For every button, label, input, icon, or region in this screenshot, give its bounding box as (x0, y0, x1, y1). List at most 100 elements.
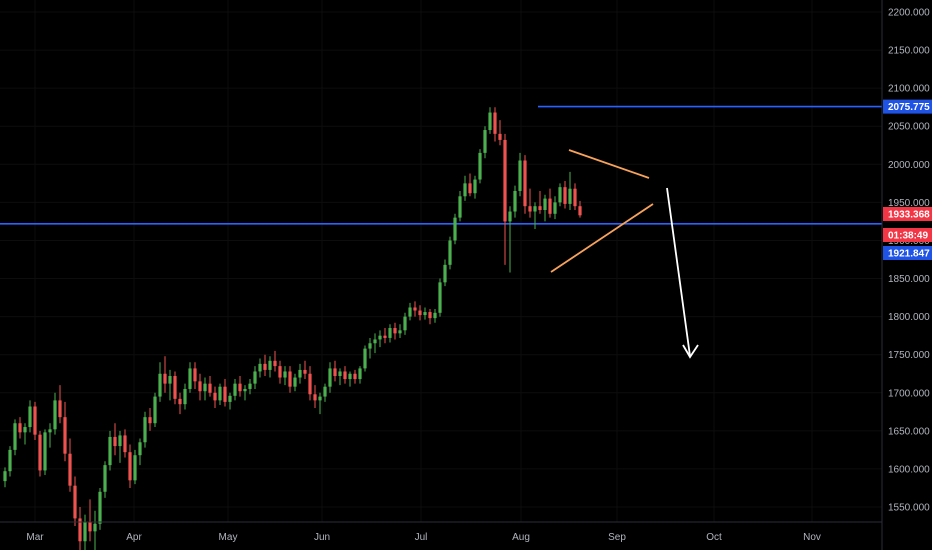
candle-body (183, 388, 187, 405)
candle-body (568, 188, 572, 204)
candle-body (163, 373, 167, 384)
current-price-tag: 1933.368 (888, 210, 930, 221)
candle-body (228, 395, 232, 402)
price-tick-label: 2200.000 (888, 8, 930, 19)
candle-body (148, 417, 152, 424)
chart-grid (0, 0, 882, 522)
candle-body (268, 360, 272, 370)
price-tick-label: 1650.000 (888, 426, 930, 437)
candle-body (468, 183, 472, 194)
candle-body (78, 518, 82, 542)
candle-body (73, 485, 77, 519)
candle-body (153, 396, 157, 424)
time-tick-label: Nov (803, 532, 821, 543)
candle-body (243, 388, 247, 392)
candle-body (218, 386, 222, 401)
price-tick-label: 2150.000 (888, 46, 930, 57)
candle-body (238, 383, 242, 392)
triangle-upper-trendline[interactable] (568, 149, 650, 179)
candle-body (358, 368, 362, 380)
candle-body (463, 183, 467, 197)
candle-body (378, 335, 382, 340)
candle-body (83, 522, 87, 542)
time-tick-label: Jun (314, 532, 330, 543)
candle-body (313, 394, 317, 401)
candle-body (133, 455, 137, 481)
candle-body (423, 312, 427, 316)
time-tick-label: Apr (126, 532, 142, 543)
price-tick-label: 1750.000 (888, 350, 930, 361)
candle-body (448, 240, 452, 265)
candlestick-series (3, 107, 582, 550)
candle-body (63, 417, 67, 454)
candle-body (348, 373, 352, 380)
candle-body (168, 376, 172, 384)
candle-body (38, 434, 42, 471)
candle-body (458, 196, 462, 218)
time-tick-label: Jul (415, 532, 428, 543)
candle-body (108, 436, 112, 466)
time-axis[interactable]: Mar Apr May Jun Jul Aug Sep Oct Nov (0, 521, 882, 543)
candle-body (288, 371, 292, 387)
candle-body (8, 449, 12, 472)
time-tick-label: Oct (706, 532, 722, 543)
candle-body (298, 369, 302, 378)
candle-body (248, 383, 252, 389)
candle-body (118, 435, 122, 447)
horizontal-levels[interactable] (0, 105, 882, 225)
candle-countdown-tag: 01:38:49 (888, 231, 928, 242)
candle-body (508, 211, 512, 222)
candle-body (428, 312, 432, 319)
down-arrow-head (682, 344, 699, 359)
candle-body (433, 312, 437, 319)
price-axis[interactable]: 1550.000 1600.000 1650.000 1700.000 1750.000… (881, 0, 932, 550)
candle-body (58, 400, 62, 418)
candle-body (48, 429, 52, 433)
price-tick-label: 2100.000 (888, 84, 930, 95)
candle-body (318, 396, 322, 401)
candle-body (273, 360, 277, 367)
candle-body (398, 330, 402, 334)
price-tick-label: 1700.000 (888, 388, 930, 399)
time-tick-label: May (219, 532, 238, 543)
triangle-lower-trendline[interactable] (550, 203, 654, 273)
candle-body (488, 112, 492, 131)
price-tick-label: 1600.000 (888, 464, 930, 475)
candle-body (198, 381, 202, 392)
candle-body (513, 190, 517, 212)
down-arrow-shaft[interactable] (666, 187, 691, 357)
chart-drawings[interactable] (550, 149, 699, 359)
candle-body (98, 491, 102, 524)
current-price-tag-bg (883, 207, 932, 221)
candle-body (203, 383, 207, 392)
time-tick-label: Sep (608, 532, 626, 543)
candle-body (533, 206, 537, 212)
candle-body (498, 133, 502, 140)
candle-body (128, 452, 132, 481)
candle-body (303, 369, 307, 374)
candle-body (558, 187, 562, 203)
candle-body (483, 130, 487, 153)
candle-body (13, 423, 17, 450)
candle-body (518, 160, 522, 191)
candle-body (373, 339, 377, 344)
candle-body (478, 152, 482, 180)
candle-body (578, 206, 582, 216)
candle-body (188, 368, 192, 389)
candle-body (88, 522, 92, 532)
candle-body (68, 453, 72, 486)
candle-body (523, 160, 527, 207)
candle-body (53, 400, 57, 430)
candle-body (363, 348, 367, 369)
candle-body (253, 371, 257, 384)
candle-body (158, 373, 162, 397)
support-price-tag-bg (883, 246, 932, 260)
candle-body (143, 417, 147, 443)
candle-body (543, 198, 547, 210)
candle-body (223, 386, 227, 402)
candle-body (328, 368, 332, 387)
candle-body (123, 435, 127, 453)
candle-body (178, 398, 182, 405)
candle-body (388, 328, 392, 338)
